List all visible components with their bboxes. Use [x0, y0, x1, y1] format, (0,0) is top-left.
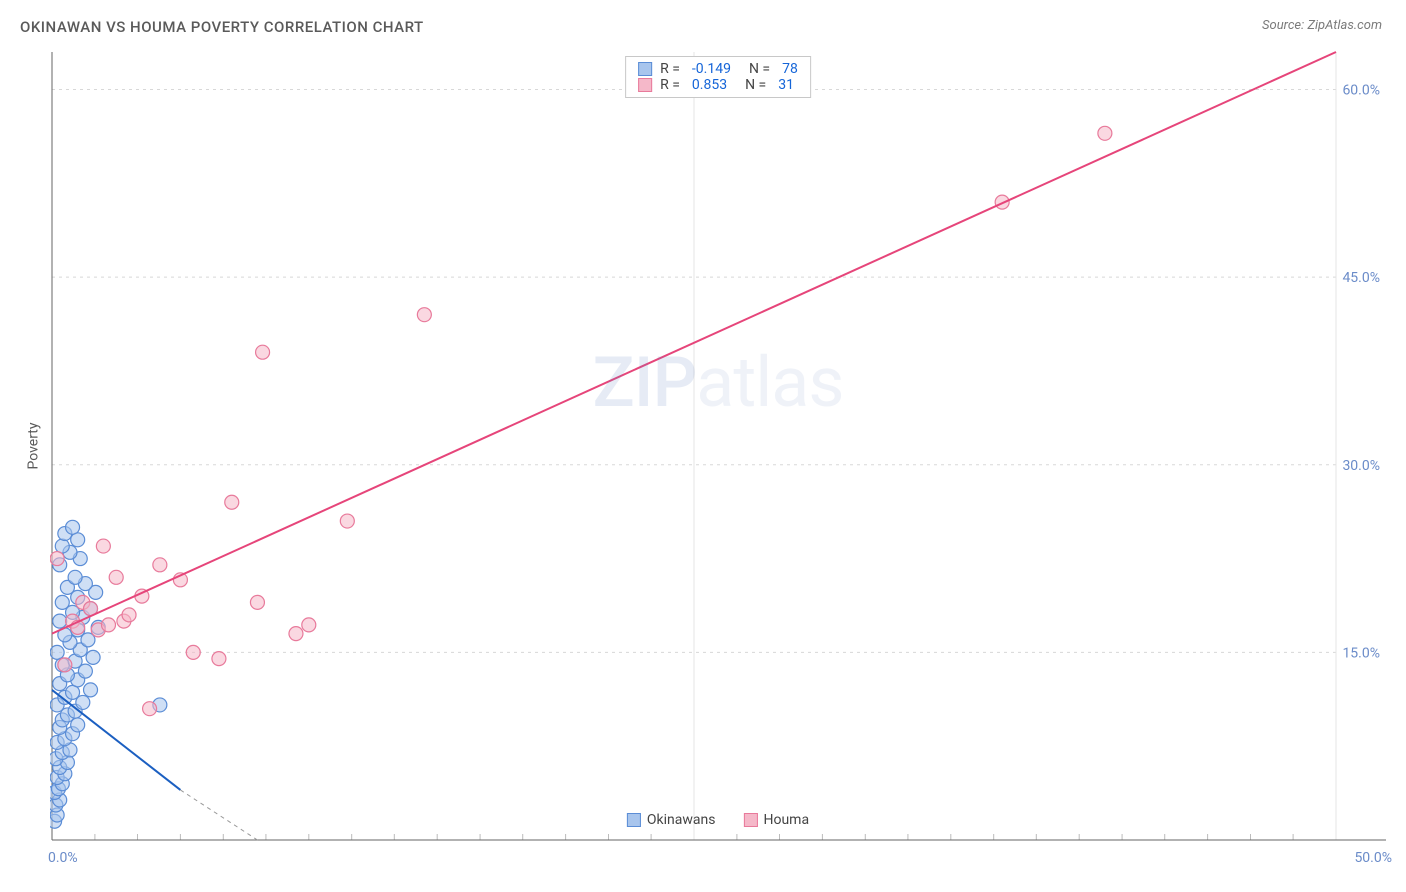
n-value: 31 [778, 77, 794, 93]
svg-text:45.0%: 45.0% [1342, 270, 1380, 286]
legend-swatch-okinawans-icon [627, 813, 641, 827]
legend-item-okinawans: Okinawans [627, 812, 716, 828]
r-value: -0.149 [692, 61, 731, 77]
chart-area: ZIPatlas R = -0.149 N = 78 R = 0.853 N =… [50, 50, 1386, 842]
legend-label-okinawans: Okinawans [647, 812, 716, 828]
scatter-plot-svg: 15.0% 30.0% 45.0% 60.0% [50, 50, 1386, 842]
svg-text:60.0%: 60.0% [1342, 83, 1380, 99]
x-axis-max-label: 50.0% [1354, 850, 1392, 866]
series-legend: Okinawans Houma [627, 812, 809, 828]
y-axis-label: Poverty [26, 422, 42, 469]
source-value: ZipAtlas.com [1307, 18, 1382, 33]
r-value: 0.853 [692, 77, 727, 93]
source-label: Source: [1262, 18, 1307, 33]
x-axis-min-label: 0.0% [48, 850, 78, 866]
n-label: N = [745, 77, 766, 93]
correlation-legend: R = -0.149 N = 78 R = 0.853 N = 31 [625, 56, 811, 98]
r-label: R = [660, 61, 680, 77]
r-label: R = [660, 77, 680, 93]
svg-text:15.0%: 15.0% [1342, 645, 1380, 661]
legend-swatch-houma-icon [743, 813, 757, 827]
legend-swatch-houma [638, 78, 652, 92]
legend-swatch-okinawans [638, 62, 652, 76]
n-value: 78 [782, 61, 798, 77]
legend-item-houma: Houma [743, 812, 809, 828]
svg-text:30.0%: 30.0% [1342, 458, 1380, 474]
legend-row-houma: R = 0.853 N = 31 [638, 77, 798, 93]
chart-title: OKINAWAN VS HOUMA POVERTY CORRELATION CH… [20, 18, 424, 36]
legend-label-houma: Houma [763, 812, 809, 828]
source-attribution: Source: ZipAtlas.com [1262, 18, 1382, 33]
legend-row-okinawans: R = -0.149 N = 78 [638, 61, 798, 77]
n-label: N = [749, 61, 770, 77]
